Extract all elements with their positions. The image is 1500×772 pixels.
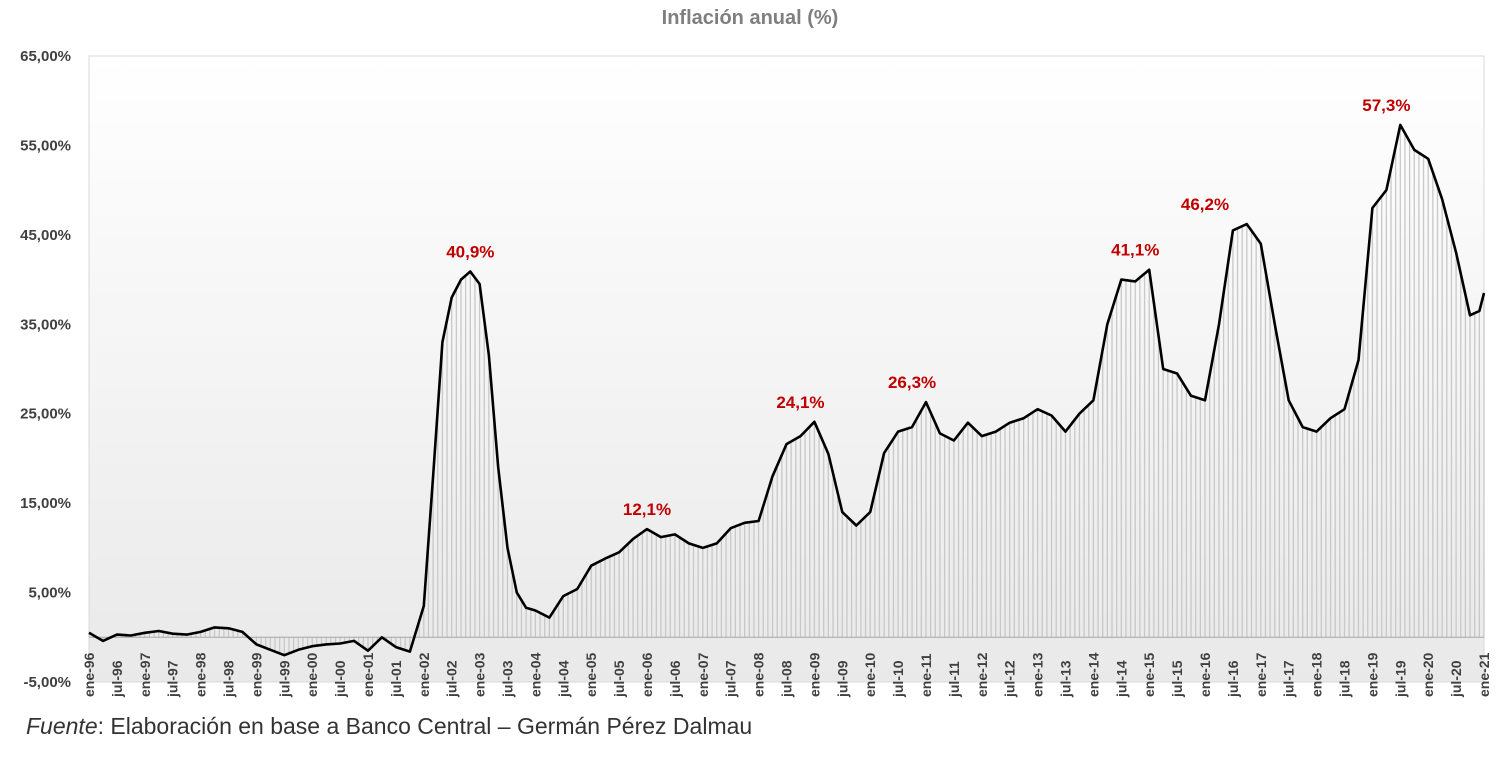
x-tick-label: ene-05	[583, 652, 599, 697]
x-tick-label: jul-00	[332, 660, 348, 698]
x-tick-label: ene-19	[1364, 652, 1380, 697]
x-tick-label: ene-15	[1141, 652, 1157, 697]
x-tick-label: jul-19	[1392, 660, 1408, 698]
x-tick-label: ene-04	[527, 652, 543, 697]
source-text: : Elaboración en base a Banco Central – …	[97, 713, 753, 739]
x-tick-label: jul-10	[890, 660, 906, 698]
y-tick-label: 65,00%	[20, 48, 71, 65]
chart-title: Inflación anual (%)	[662, 7, 839, 29]
x-tick-label: jul-07	[723, 660, 739, 698]
x-tick-label: ene-01	[360, 652, 376, 697]
x-tick-label: ene-17	[1253, 652, 1269, 697]
annotations: 40,9% 12,1% 24,1% 26,3% 41,1% 46,2% 57,3%	[446, 96, 1410, 519]
inflation-chart: Inflación anual (%) -5,00% 5,00% 15,00% 25,…	[20, 7, 1492, 698]
x-tick-label: ene-20	[1420, 652, 1436, 697]
y-tick-label: 45,00%	[20, 227, 71, 244]
source-note: Fuente: Elaboración en base a Banco Cent…	[26, 713, 752, 740]
peak-annotation: 26,3%	[888, 373, 936, 392]
x-tick-label: ene-07	[695, 652, 711, 697]
x-tick-label: ene-08	[751, 652, 767, 697]
x-tick-label: jul-04	[555, 660, 571, 698]
peak-annotation: 24,1%	[776, 393, 824, 412]
x-axis-ticks: ene-96 jul-96 ene-97 jul-97 ene-98 jul-98 ene-…	[81, 652, 1492, 698]
x-tick-label: jul-17	[1281, 660, 1297, 698]
x-tick-label: ene-99	[248, 652, 264, 697]
source-label: Fuente	[26, 713, 98, 739]
x-tick-label: ene-13	[1030, 652, 1046, 697]
series-line	[88, 123, 1486, 657]
x-tick-label: ene-02	[416, 652, 432, 697]
x-tick-label: ene-18	[1309, 652, 1325, 697]
x-tick-label: jul-97	[165, 660, 181, 698]
x-tick-label: ene-21	[1476, 652, 1492, 697]
x-tick-label: ene-16	[1197, 652, 1213, 697]
x-tick-label: jul-02	[444, 660, 460, 698]
x-tick-label: jul-13	[1058, 660, 1074, 698]
x-tick-label: jul-01	[388, 660, 404, 698]
x-tick-label: ene-97	[137, 652, 153, 697]
y-tick-label: 5,00%	[28, 585, 71, 602]
x-tick-label: ene-03	[472, 652, 488, 697]
x-tick-label: ene-14	[1085, 652, 1101, 697]
x-tick-label: ene-00	[304, 652, 320, 697]
x-tick-label: jul-12	[1002, 660, 1018, 698]
peak-annotation: 40,9%	[446, 243, 494, 262]
y-axis-ticks: -5,00% 5,00% 15,00% 25,00% 35,00% 45,00% 55,00…	[20, 48, 71, 691]
x-tick-label: ene-06	[639, 652, 655, 697]
x-tick-label: jul-99	[276, 660, 292, 698]
inflation-line	[88, 123, 1486, 657]
peak-annotation: 46,2%	[1181, 195, 1229, 214]
x-tick-label: jul-18	[1337, 660, 1353, 698]
x-tick-label: jul-96	[109, 660, 125, 698]
x-tick-label: ene-98	[193, 652, 209, 697]
y-tick-label: 55,00%	[20, 137, 71, 154]
x-tick-label: jul-03	[500, 660, 516, 698]
y-tick-label: -5,00%	[23, 674, 71, 691]
x-tick-label: ene-11	[918, 653, 934, 697]
x-tick-label: jul-08	[779, 660, 795, 698]
y-tick-label: 35,00%	[20, 316, 71, 333]
x-tick-label: ene-96	[81, 652, 97, 697]
x-tick-label: jul-14	[1113, 660, 1129, 698]
peak-annotation: 41,1%	[1111, 241, 1159, 260]
x-tick-label: jul-06	[667, 660, 683, 698]
x-tick-label: ene-09	[806, 652, 822, 697]
x-tick-label: jul-05	[611, 660, 627, 698]
x-tick-label: jul-98	[221, 660, 237, 698]
x-tick-label: jul-11	[946, 661, 962, 698]
fill-bars	[88, 124, 1485, 656]
x-tick-label: jul-09	[834, 660, 850, 698]
x-tick-label: jul-15	[1169, 660, 1185, 698]
peak-annotation: 12,1%	[623, 500, 671, 519]
x-tick-label: ene-12	[974, 652, 990, 697]
y-tick-label: 25,00%	[20, 406, 71, 423]
x-tick-label: jul-20	[1448, 660, 1464, 698]
y-tick-label: 15,00%	[20, 495, 71, 512]
x-tick-label: ene-10	[862, 652, 878, 697]
peak-annotation: 57,3%	[1362, 96, 1410, 115]
x-tick-label: jul-16	[1225, 660, 1241, 698]
